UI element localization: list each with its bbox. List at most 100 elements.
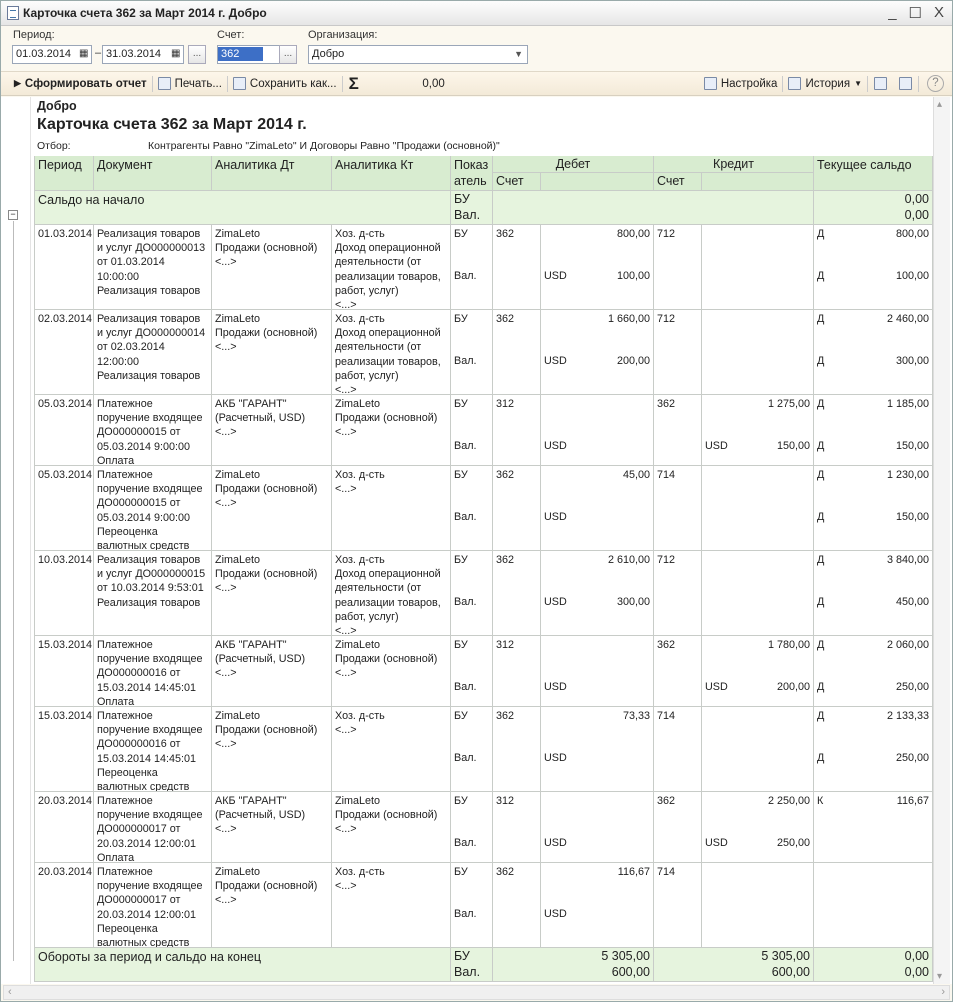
credit-account-header: Счет bbox=[654, 173, 702, 190]
report-org: Добро bbox=[37, 99, 77, 113]
row-doc[interactable]: Платежное поручение входящее ДО000000016 о… bbox=[94, 707, 212, 791]
doc-line: от 01.03.2014 bbox=[97, 256, 165, 269]
organization-select[interactable]: Добро ▼ bbox=[308, 45, 528, 64]
table-row: 05.03.2014 Платежное поручение входящее ДО0… bbox=[34, 395, 933, 466]
saldo-val-dk: Д bbox=[817, 511, 825, 523]
calendar-icon[interactable]: ▦ bbox=[79, 48, 89, 59]
saldo-bu-dk: Д bbox=[817, 710, 825, 722]
row-kt: Хоз. д-сть <...> bbox=[332, 707, 451, 791]
row-doc[interactable]: Реализация товаров и услуг ДО000000013 от … bbox=[94, 225, 212, 309]
row-doc[interactable]: Платежное поручение входящее ДО000000017 о… bbox=[94, 863, 212, 947]
organization-value: Добро bbox=[312, 48, 345, 60]
row-indicator: БУ Вал. bbox=[451, 310, 493, 394]
doc-line: поручение входящее bbox=[97, 880, 203, 893]
credit-account: 714 bbox=[654, 863, 702, 947]
val-label: Вал. bbox=[454, 965, 481, 979]
scroll-left-icon[interactable]: ‹ bbox=[8, 986, 12, 998]
settings-button[interactable]: Настройка bbox=[699, 73, 783, 94]
row-doc[interactable]: Платежное поручение входящее ДО000000015 о… bbox=[94, 466, 212, 550]
kt-line: Продажи (основной) bbox=[335, 809, 438, 822]
account-input[interactable]: 362 bbox=[218, 47, 264, 61]
current-saldo: Д 3 840,00 Д 450,00 bbox=[814, 551, 933, 635]
report-table: Период Документ Аналитика Дт Аналитика К… bbox=[34, 156, 933, 982]
close-button[interactable]: X bbox=[933, 4, 944, 21]
debit-bu-amount: 800,00 bbox=[616, 228, 650, 240]
saldo-bu-dk: Д bbox=[817, 313, 825, 325]
kt-line: реализации товаров, bbox=[335, 270, 441, 283]
doc-line: валютных средств bbox=[97, 937, 190, 947]
debit-val-amount: 100,00 bbox=[616, 270, 650, 282]
row-doc[interactable]: Реализация товаров и услуг ДО000000014 от … bbox=[94, 310, 212, 394]
debit-account-value: 362 bbox=[496, 710, 515, 722]
credit-account-value: 714 bbox=[657, 469, 676, 481]
period-select-button[interactable]: ... bbox=[188, 45, 206, 64]
row-doc[interactable]: Платежное поручение входящее ДО000000015 о… bbox=[94, 395, 212, 465]
bu-label: БУ bbox=[454, 710, 468, 722]
scroll-up-icon[interactable]: ▴ bbox=[937, 99, 943, 110]
saldo-val-amount: 250,00 bbox=[895, 752, 929, 764]
scroll-right-icon[interactable]: › bbox=[941, 986, 945, 998]
total-bu-debit: 5 305,00 bbox=[601, 949, 650, 963]
date-to-input[interactable]: 31.03.2014 bbox=[102, 45, 184, 64]
account-select-button[interactable]: ... bbox=[279, 45, 297, 64]
account-label: Счет: bbox=[217, 29, 245, 41]
doc-line: Реализация товаров bbox=[97, 369, 201, 382]
history-button[interactable]: История ▼ bbox=[783, 73, 867, 94]
saldo-bu-amount: 2 060,00 bbox=[886, 639, 929, 651]
opening-balance-row: Сальдо на начало БУ Вал. 0,00 0,00 bbox=[34, 191, 933, 225]
kt-line: Продажи (основной) bbox=[335, 653, 438, 666]
kt-line: <...> bbox=[335, 724, 357, 737]
table-row: 01.03.2014 Реализация товаров и услуг ДО00… bbox=[34, 225, 933, 310]
help-button[interactable]: ? bbox=[927, 75, 944, 92]
kt-line: <...> bbox=[335, 625, 357, 635]
debit-bu-amount: 45,00 bbox=[622, 469, 650, 481]
kt-line: работ, услуг) bbox=[335, 369, 399, 382]
table-row: 15.03.2014 Платежное поручение входящее ДО0… bbox=[34, 636, 933, 707]
dt-line: ZimaLeto bbox=[215, 710, 261, 722]
collapse-group-icon[interactable]: − bbox=[8, 210, 18, 220]
collapse-icon[interactable] bbox=[899, 77, 912, 90]
date-dash: – bbox=[95, 47, 102, 59]
val-label: Вал. bbox=[454, 355, 477, 367]
maximize-button[interactable]: ☐ bbox=[908, 5, 922, 22]
saldo-bu-amount: 1 185,00 bbox=[886, 398, 929, 410]
current-saldo bbox=[814, 863, 933, 947]
kt-line: Доход операционной bbox=[335, 568, 441, 581]
debit-currency: USD bbox=[544, 511, 567, 523]
row-indicator: БУ Вал. bbox=[451, 225, 493, 309]
row-dt: ZimaLeto Продажи (основной) <...> bbox=[212, 466, 332, 550]
row-doc[interactable]: Платежное поручение входящее ДО000000016 о… bbox=[94, 636, 212, 706]
bu-label: БУ bbox=[454, 469, 468, 481]
minimize-button[interactable]: _ bbox=[888, 4, 897, 21]
save-as-button[interactable]: Сохранить как... bbox=[228, 73, 342, 94]
credit-amount bbox=[702, 863, 814, 947]
row-dt: ZimaLeto Продажи (основной) <...> bbox=[212, 551, 332, 635]
kt-line: ZimaLeto bbox=[335, 398, 381, 410]
debit-currency: USD bbox=[544, 596, 567, 608]
doc-line: ДО000000015 от bbox=[97, 497, 181, 510]
bu-label: БУ bbox=[454, 313, 468, 325]
horizontal-scrollbar[interactable]: ‹ › bbox=[3, 985, 950, 1000]
vertical-scrollbar[interactable]: ▴ ▾ bbox=[933, 97, 950, 984]
debit-amount: USD bbox=[541, 636, 654, 706]
generate-report-button[interactable]: ▶ Сформировать отчет bbox=[9, 73, 152, 94]
date-from-input[interactable]: 01.03.2014 bbox=[12, 45, 92, 64]
row-doc[interactable]: Реализация товаров и услуг ДО000000015 от … bbox=[94, 551, 212, 635]
kt-line: ZimaLeto bbox=[335, 639, 381, 651]
doc-line: от 02.03.2014 bbox=[97, 341, 165, 354]
doc-line: 15.03.2014 14:45:01 bbox=[97, 681, 197, 694]
scroll-down-icon[interactable]: ▾ bbox=[937, 971, 943, 982]
chevron-down-icon[interactable]: ▼ bbox=[514, 49, 523, 59]
saldo-val-amount: 300,00 bbox=[895, 355, 929, 367]
expand-icon[interactable] bbox=[874, 77, 887, 90]
calendar-icon[interactable]: ▦ bbox=[171, 48, 181, 59]
row-doc[interactable]: Платежное поручение входящее ДО000000017 о… bbox=[94, 792, 212, 862]
debit-account: 312 bbox=[493, 395, 541, 465]
doc-line: 10:00:00 bbox=[97, 270, 140, 283]
row-kt: Хоз. д-сть Доход операционной деятельности… bbox=[332, 310, 451, 394]
dt-line: АКБ "ГАРАНТ" bbox=[215, 398, 287, 410]
print-button[interactable]: Печать... bbox=[153, 73, 227, 94]
credit-bu-amount: 1 780,00 bbox=[767, 639, 810, 651]
row-kt: ZimaLeto Продажи (основной) <...> bbox=[332, 395, 451, 465]
col-debit: Дебет Счет bbox=[493, 156, 654, 190]
